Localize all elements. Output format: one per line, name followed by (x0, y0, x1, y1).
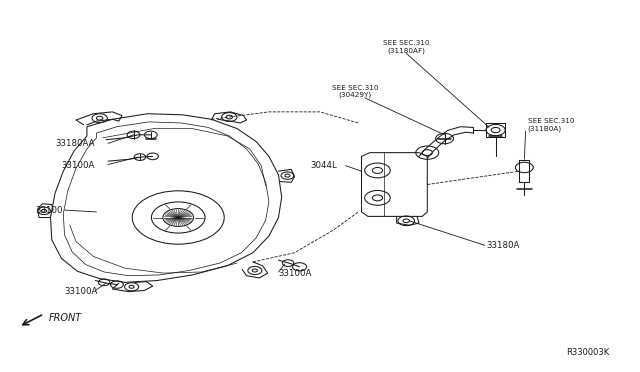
Text: 33100A: 33100A (61, 161, 95, 170)
Text: 33100A: 33100A (278, 269, 312, 278)
Text: 3044L: 3044L (310, 161, 337, 170)
Text: 33100: 33100 (36, 206, 63, 215)
Text: 33180A: 33180A (486, 241, 520, 250)
Text: FRONT: FRONT (49, 312, 82, 323)
Text: SEE SEC.310
(31180AF): SEE SEC.310 (31180AF) (383, 40, 429, 54)
Text: 33180AA: 33180AA (55, 139, 95, 148)
Text: SEE SEC.310
(30429Y): SEE SEC.310 (30429Y) (332, 85, 378, 98)
Text: 33100A: 33100A (65, 287, 98, 296)
Text: R330003K: R330003K (566, 347, 610, 356)
Text: SEE SEC.310
(311B0A): SEE SEC.310 (311B0A) (527, 118, 574, 132)
